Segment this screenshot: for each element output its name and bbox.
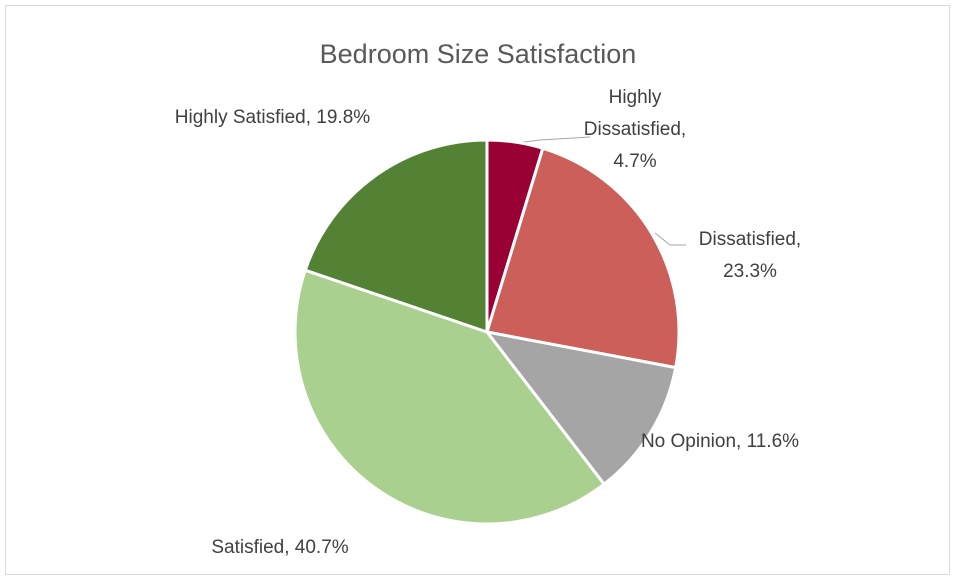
pie-slice [303,138,489,334]
pie-slice [485,146,681,370]
data-label: Highly Dissatisfied, 4.7% [583,87,687,172]
chart-title: Bedroom Size Satisfaction [320,39,637,69]
leader-line [516,136,591,144]
pie-slice [485,330,678,486]
pie-slice [293,268,606,526]
data-label: Dissatisfied, 23.3% [698,229,802,282]
data-label: Satisfied, 40.7% [211,537,349,558]
leader-line [654,232,686,246]
data-label: No Opinion, 11.6% [640,431,800,452]
data-label: Highly Satisfied, 19.8% [174,107,371,128]
